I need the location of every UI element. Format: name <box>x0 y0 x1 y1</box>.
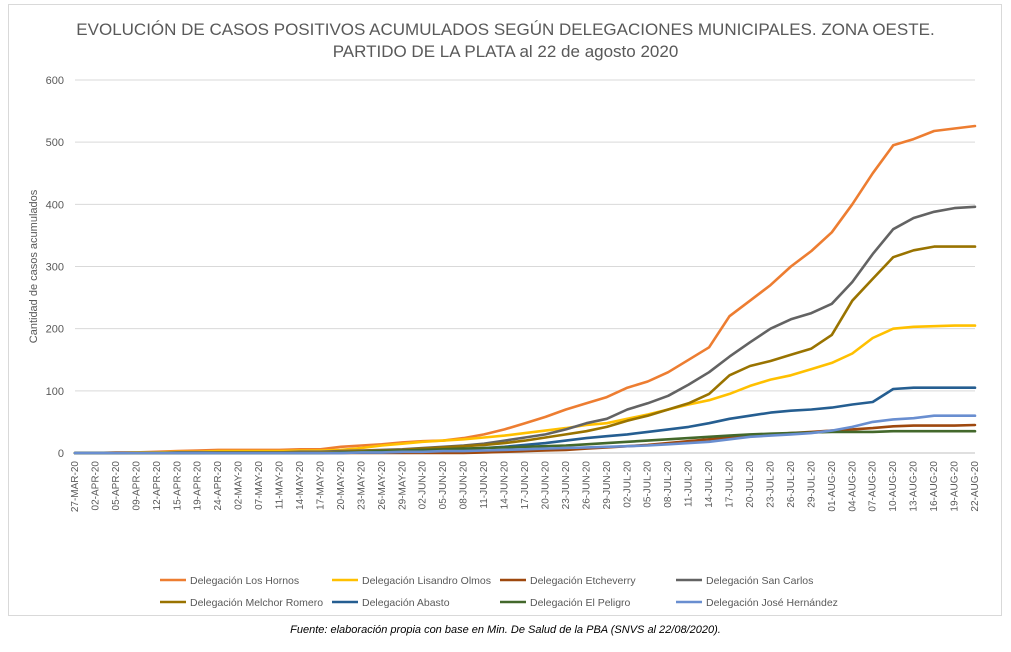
x-tick-label: 12-APR-20 <box>152 461 163 511</box>
x-tick-label: 05-JUL-20 <box>643 461 654 508</box>
x-tick-label: 11-JUL-20 <box>684 461 695 507</box>
x-tick-label: 23-MAY-20 <box>356 461 367 510</box>
legend-entry: Delegación Melchor Romero <box>190 597 323 609</box>
x-tick-label: 01-AUG-20 <box>827 461 838 512</box>
legend-entry: Delegación José Hernández <box>706 597 838 609</box>
x-tick-label: 14-MAY-20 <box>295 461 306 510</box>
x-tick-label: 08-JUL-20 <box>663 461 674 508</box>
chart-subtitle: PARTIDO DE LA PLATA al 22 de agosto 2020 <box>332 42 679 61</box>
x-tick-label: 09-APR-20 <box>131 461 142 511</box>
y-tick-label: 300 <box>46 262 64 274</box>
x-tick-label: 11-MAY-20 <box>275 461 286 510</box>
chart-frame <box>8 4 1002 616</box>
x-tick-label: 20-MAY-20 <box>336 461 347 510</box>
y-tick-label: 0 <box>58 448 64 460</box>
series-line <box>73 386 977 455</box>
x-tick-label: 07-MAY-20 <box>254 461 265 510</box>
x-tick-label: 24-APR-20 <box>213 461 224 511</box>
x-tick-label: 19-APR-20 <box>193 461 204 511</box>
y-tick-label: 100 <box>46 386 64 398</box>
x-tick-label: 10-AUG-20 <box>888 461 899 512</box>
x-tick-label: 17-JUL-20 <box>725 461 736 508</box>
x-tick-label: 04-AUG-20 <box>847 461 858 512</box>
x-tick-label: 17-MAY-20 <box>315 461 326 510</box>
legend-entry: Delegación El Peligro <box>530 597 631 609</box>
x-tick-label: 26-JUN-20 <box>581 461 592 510</box>
x-tick-label: 19-AUG-20 <box>950 461 961 512</box>
chart-title: EVOLUCIÓN DE CASOS POSITIVOS ACUMULADOS … <box>76 20 935 39</box>
series-line <box>73 414 977 455</box>
x-tick-label: 27-MAR-20 <box>70 461 81 513</box>
y-tick-label: 600 <box>46 75 64 87</box>
x-tick-label: 07-AUG-20 <box>868 461 879 512</box>
x-tick-label: 26-JUL-20 <box>786 461 797 508</box>
legend-entry: Delegación Los Hornos <box>190 575 299 587</box>
x-tick-label: 02-JUN-20 <box>418 461 429 510</box>
x-tick-label: 14-JUN-20 <box>500 461 511 510</box>
legend-entry: Delegación Etcheverry <box>530 575 636 587</box>
y-tick-label: 200 <box>46 324 64 336</box>
x-tick-label: 13-AUG-20 <box>909 461 920 512</box>
legend-entry: Delegación Lisandro Olmos <box>362 575 491 587</box>
series-line <box>73 124 977 455</box>
x-tick-label: 23-JUN-20 <box>561 461 572 510</box>
x-tick-label: 08-JUN-20 <box>459 461 470 510</box>
x-tick-label: 16-AUG-20 <box>929 461 940 512</box>
x-tick-label: 29-MAY-20 <box>397 461 408 510</box>
y-axis-label: Cantidad de casos acumulados <box>28 189 40 343</box>
x-tick-label: 02-APR-20 <box>90 461 101 511</box>
x-tick-label: 02-JUL-20 <box>622 461 633 508</box>
x-tick-label: 20-JUN-20 <box>540 461 551 510</box>
x-tick-label: 26-MAY-20 <box>377 461 388 510</box>
x-tick-label: 17-JUN-20 <box>520 461 531 510</box>
x-tick-label: 23-JUL-20 <box>765 461 776 508</box>
x-tick-label: 11-JUN-20 <box>479 461 490 509</box>
series-line <box>73 205 977 455</box>
x-tick-label: 29-JUN-20 <box>602 461 613 510</box>
y-tick-label: 400 <box>46 199 64 211</box>
x-tick-label: 05-APR-20 <box>111 461 122 511</box>
x-tick-label: 02-MAY-20 <box>234 461 245 510</box>
x-tick-label: 05-JUN-20 <box>438 461 449 510</box>
source-note: Fuente: elaboración propia con base en M… <box>290 624 721 636</box>
legend-entry: Delegación San Carlos <box>706 575 813 587</box>
legend-entry: Delegación Abasto <box>362 597 450 609</box>
x-tick-label: 20-JUL-20 <box>745 461 756 508</box>
series-line <box>73 324 977 455</box>
x-tick-label: 14-JUL-20 <box>704 461 715 508</box>
y-tick-label: 500 <box>46 137 64 149</box>
x-tick-label: 29-JUL-20 <box>806 461 817 508</box>
x-tick-label: 15-APR-20 <box>172 461 183 511</box>
x-tick-label: 22-AUG-20 <box>970 461 981 512</box>
